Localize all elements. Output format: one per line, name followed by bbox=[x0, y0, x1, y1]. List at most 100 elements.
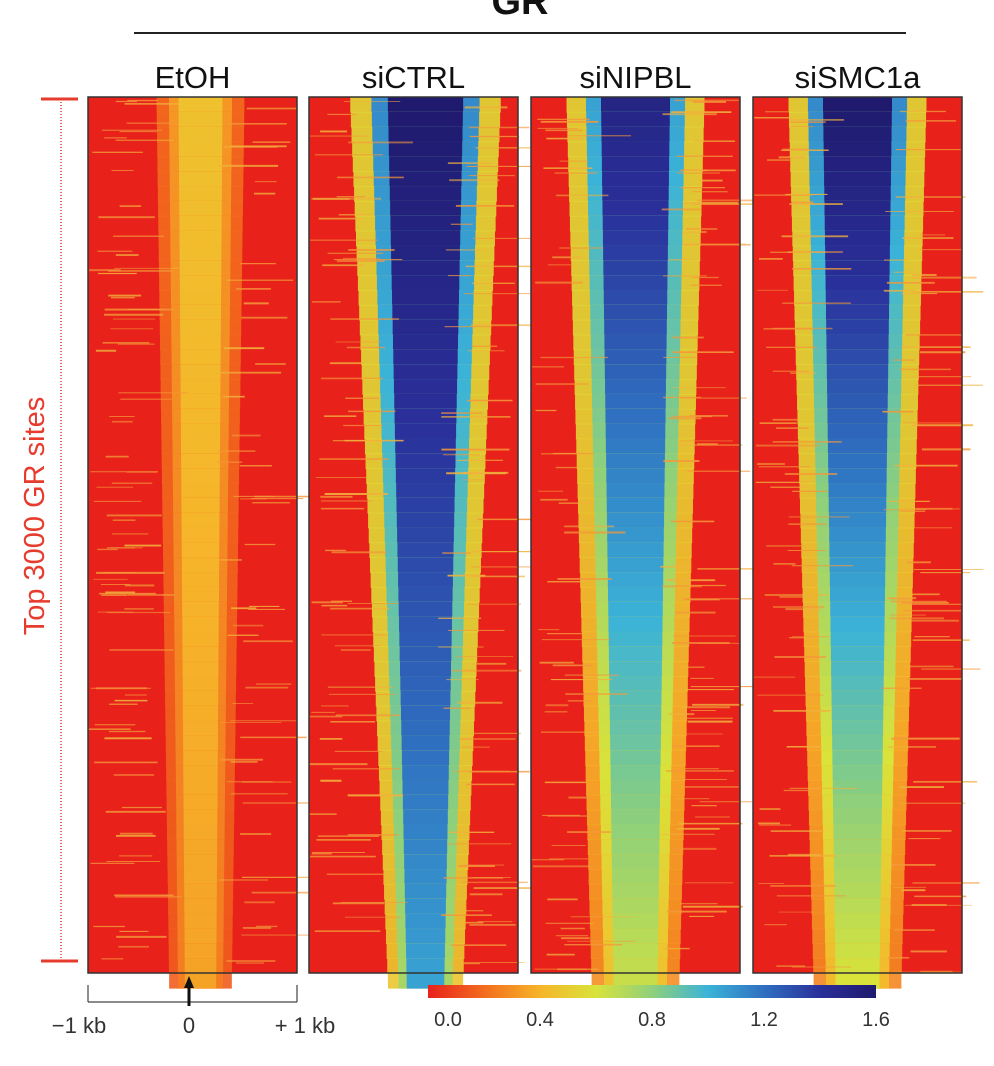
signal-core bbox=[180, 305, 221, 321]
signal-core bbox=[612, 854, 659, 870]
signal-core bbox=[184, 899, 216, 915]
signal-core bbox=[400, 646, 452, 662]
signal-core bbox=[609, 661, 662, 677]
signal-core bbox=[608, 572, 663, 588]
signal-core bbox=[825, 245, 890, 261]
signal-core bbox=[182, 587, 219, 603]
signal-core bbox=[833, 810, 882, 826]
signal-core bbox=[183, 780, 217, 796]
signal-core bbox=[607, 513, 664, 529]
heatmap-panel: siSMC1a bbox=[753, 60, 983, 989]
signal-core bbox=[601, 127, 669, 143]
signal-core bbox=[403, 795, 448, 811]
signal-core bbox=[185, 928, 217, 944]
signal-core bbox=[605, 409, 665, 425]
signal-core bbox=[403, 780, 449, 796]
panel-label: siSMC1a bbox=[795, 60, 922, 95]
colorbar-tick-label: 1.2 bbox=[750, 1009, 778, 1031]
signal-core bbox=[395, 438, 456, 454]
signal-core bbox=[180, 275, 221, 291]
x-tick-label-right: + 1 kb bbox=[275, 1013, 336, 1038]
signal-core bbox=[389, 142, 462, 158]
signal-core bbox=[834, 884, 880, 900]
signal-core bbox=[613, 958, 657, 974]
signal-core bbox=[604, 335, 666, 351]
signal-core bbox=[405, 899, 446, 915]
signal-core bbox=[394, 394, 456, 410]
signal-core bbox=[388, 112, 463, 128]
signal-core bbox=[389, 171, 461, 187]
colorbar-tick-label: 1.6 bbox=[862, 1009, 890, 1031]
signal-core bbox=[182, 632, 218, 648]
signal-core bbox=[404, 839, 447, 855]
heatmap-panel: siCTRL bbox=[309, 60, 542, 989]
signal-core bbox=[610, 691, 662, 707]
signal-core bbox=[612, 869, 659, 885]
signal-core bbox=[184, 825, 217, 841]
signal-core bbox=[184, 884, 217, 900]
signal-core bbox=[181, 453, 220, 469]
signal-core bbox=[613, 914, 659, 930]
signal-core bbox=[611, 810, 660, 826]
signal-core bbox=[391, 260, 459, 276]
signal-core bbox=[181, 424, 220, 440]
panel-label: EtOH bbox=[155, 60, 231, 95]
signal-core bbox=[824, 156, 891, 172]
signal-core bbox=[833, 765, 883, 781]
signal-core bbox=[825, 231, 890, 247]
signal-core bbox=[602, 142, 670, 158]
signal-core bbox=[181, 409, 220, 425]
signal-core bbox=[602, 186, 668, 202]
signal-core bbox=[608, 557, 664, 573]
signal-core bbox=[835, 943, 880, 959]
signal-core bbox=[832, 706, 884, 722]
signal-core bbox=[179, 171, 222, 187]
signal-core bbox=[180, 349, 220, 365]
signal-core bbox=[404, 825, 448, 841]
signal-core bbox=[179, 112, 223, 128]
signal-core bbox=[825, 216, 891, 232]
signal-core bbox=[601, 97, 670, 113]
signal-core bbox=[611, 765, 661, 781]
signal-core bbox=[179, 127, 222, 143]
signal-core bbox=[824, 186, 890, 202]
signal-core bbox=[180, 364, 220, 380]
signal-core bbox=[180, 320, 221, 336]
signal-core bbox=[603, 245, 668, 261]
signal-core bbox=[401, 691, 451, 707]
signal-core bbox=[604, 320, 667, 336]
signal-core bbox=[609, 676, 661, 692]
signal-core bbox=[406, 928, 446, 944]
signal-core bbox=[179, 142, 222, 158]
signal-core bbox=[609, 646, 662, 662]
signal-core bbox=[182, 572, 219, 588]
signal-core bbox=[608, 587, 663, 603]
signal-core bbox=[611, 825, 659, 841]
signal-core bbox=[828, 438, 887, 454]
signal-core bbox=[183, 676, 219, 692]
signal-core bbox=[603, 201, 669, 217]
signal-core bbox=[179, 97, 223, 113]
signal-core bbox=[183, 661, 219, 677]
signal-core bbox=[608, 602, 663, 618]
signal-core bbox=[403, 810, 448, 826]
signal-core bbox=[396, 468, 455, 484]
signal-core bbox=[389, 127, 463, 143]
panel-label: siNIPBL bbox=[580, 60, 692, 95]
signal-core bbox=[826, 275, 890, 291]
signal-core bbox=[183, 765, 217, 781]
signal-core bbox=[827, 379, 888, 395]
signal-core bbox=[404, 869, 446, 885]
signal-core bbox=[397, 528, 454, 544]
signal-core bbox=[181, 483, 219, 499]
heatmap-panel: EtOH bbox=[88, 60, 324, 989]
signal-core bbox=[603, 260, 667, 276]
signal-core bbox=[389, 156, 462, 172]
signal-core bbox=[179, 216, 221, 232]
signal-core bbox=[605, 394, 665, 410]
signal-core bbox=[829, 483, 887, 499]
signal-core bbox=[405, 884, 446, 900]
signal-core bbox=[396, 483, 455, 499]
signal-core bbox=[393, 335, 458, 351]
